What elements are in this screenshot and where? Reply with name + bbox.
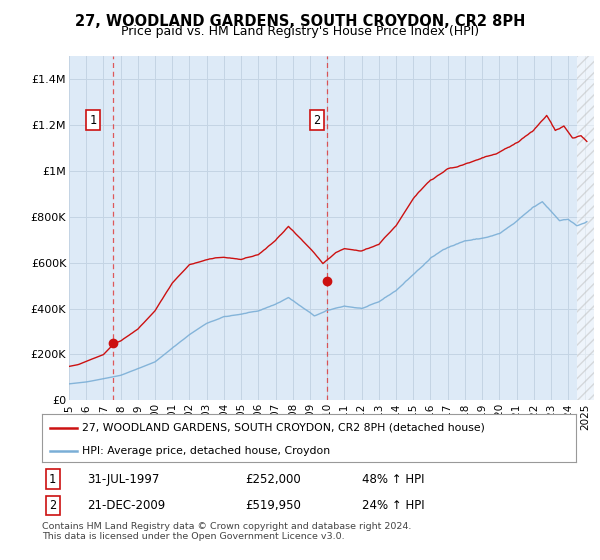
Text: Contains HM Land Registry data © Crown copyright and database right 2024.
This d: Contains HM Land Registry data © Crown c… <box>42 522 412 542</box>
Text: 48% ↑ HPI: 48% ↑ HPI <box>362 473 425 486</box>
Text: 21-DEC-2009: 21-DEC-2009 <box>88 499 166 512</box>
Text: 27, WOODLAND GARDENS, SOUTH CROYDON, CR2 8PH (detached house): 27, WOODLAND GARDENS, SOUTH CROYDON, CR2… <box>82 423 485 433</box>
Text: 27, WOODLAND GARDENS, SOUTH CROYDON, CR2 8PH: 27, WOODLAND GARDENS, SOUTH CROYDON, CR2… <box>75 14 525 29</box>
Text: Price paid vs. HM Land Registry's House Price Index (HPI): Price paid vs. HM Land Registry's House … <box>121 25 479 38</box>
Text: 1: 1 <box>89 114 97 127</box>
Text: HPI: Average price, detached house, Croydon: HPI: Average price, detached house, Croy… <box>82 446 330 456</box>
Text: £519,950: £519,950 <box>245 499 301 512</box>
Text: 31-JUL-1997: 31-JUL-1997 <box>88 473 160 486</box>
Text: 2: 2 <box>313 114 320 127</box>
Text: 1: 1 <box>49 473 56 486</box>
Text: £252,000: £252,000 <box>245 473 301 486</box>
Text: 2: 2 <box>49 499 56 512</box>
Text: 24% ↑ HPI: 24% ↑ HPI <box>362 499 425 512</box>
